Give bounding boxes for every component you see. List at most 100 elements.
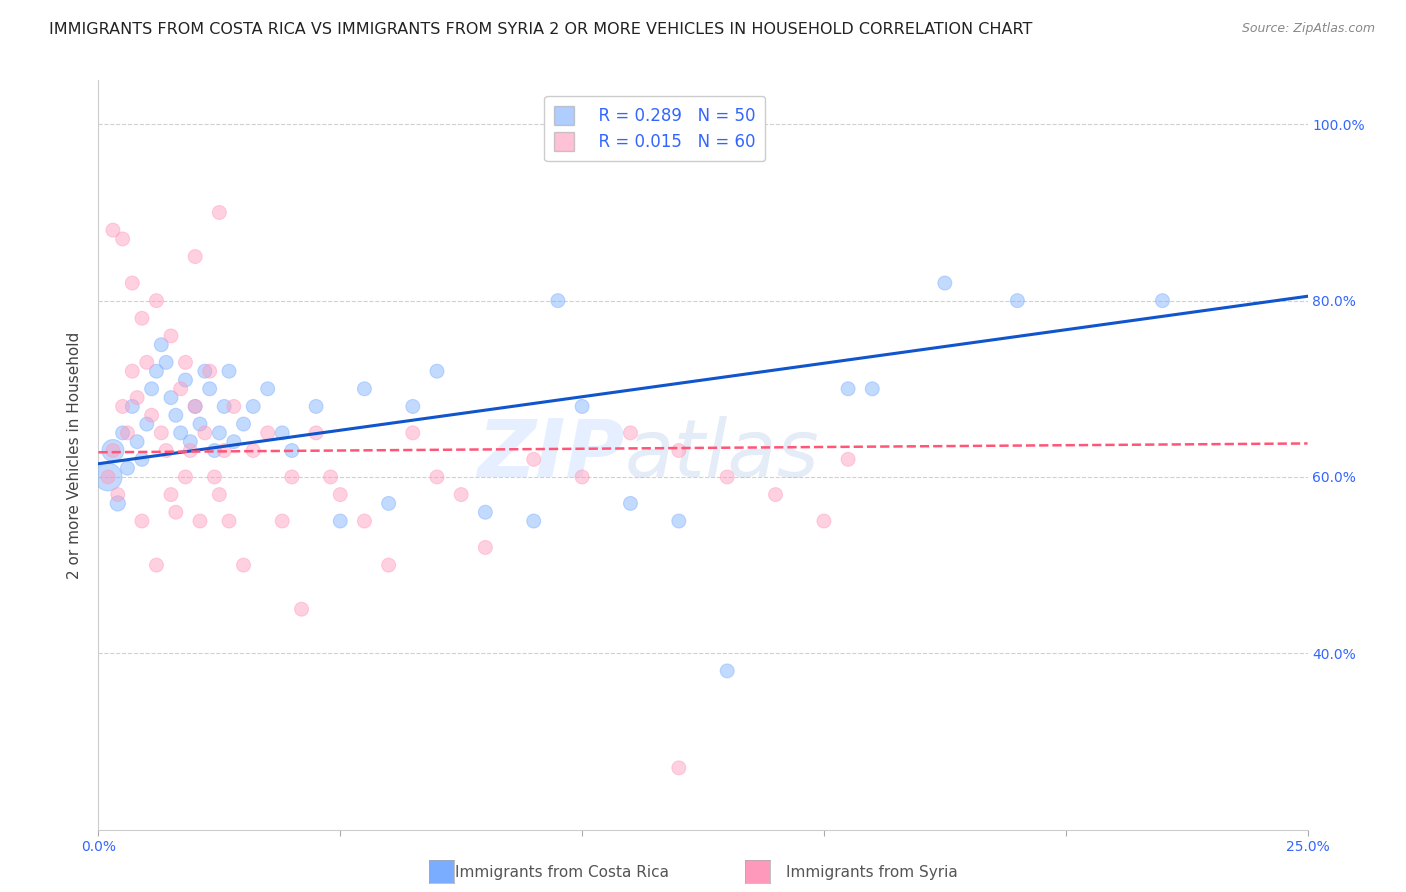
Point xyxy=(111,425,134,440)
Point xyxy=(141,382,163,396)
Point xyxy=(131,514,153,528)
Point xyxy=(184,400,207,414)
Point xyxy=(212,443,235,458)
Point xyxy=(135,355,157,369)
Point xyxy=(145,293,167,308)
Point xyxy=(150,425,173,440)
Point xyxy=(174,355,197,369)
Point xyxy=(121,400,143,414)
Text: IMMIGRANTS FROM COSTA RICA VS IMMIGRANTS FROM SYRIA 2 OR MORE VEHICLES IN HOUSEH: IMMIGRANTS FROM COSTA RICA VS IMMIGRANTS… xyxy=(49,22,1032,37)
Point xyxy=(377,496,399,510)
Point xyxy=(305,425,328,440)
Point xyxy=(208,425,231,440)
Point xyxy=(117,461,139,475)
Point xyxy=(218,364,240,378)
Point xyxy=(571,470,593,484)
Point xyxy=(117,425,139,440)
Point xyxy=(329,514,352,528)
Point xyxy=(198,382,221,396)
Point xyxy=(121,276,143,290)
Text: Immigrants from Syria: Immigrants from Syria xyxy=(786,865,957,880)
Point xyxy=(668,761,690,775)
Point xyxy=(141,409,163,423)
Point xyxy=(474,541,496,555)
Point xyxy=(131,311,153,326)
Point xyxy=(402,400,425,414)
Point xyxy=(716,470,738,484)
Point xyxy=(212,400,235,414)
Text: ZIP: ZIP xyxy=(477,416,624,494)
Y-axis label: 2 or more Vehicles in Household: 2 or more Vehicles in Household xyxy=(67,331,83,579)
Point xyxy=(837,452,859,467)
Point xyxy=(174,470,197,484)
Point xyxy=(402,425,425,440)
Point xyxy=(179,434,201,449)
Point xyxy=(837,382,859,396)
Point xyxy=(668,514,690,528)
Point xyxy=(111,232,134,246)
Point xyxy=(184,400,207,414)
Point xyxy=(934,276,956,290)
Text: atlas: atlas xyxy=(624,416,820,494)
Point xyxy=(194,425,217,440)
Point xyxy=(281,470,304,484)
Point xyxy=(256,425,278,440)
Point xyxy=(619,425,641,440)
Point xyxy=(101,443,124,458)
Point xyxy=(813,514,835,528)
Point xyxy=(290,602,312,616)
Point xyxy=(208,487,231,501)
Point xyxy=(450,487,472,501)
Point xyxy=(242,443,264,458)
Point xyxy=(547,293,569,308)
Point xyxy=(204,470,226,484)
Point xyxy=(353,514,375,528)
Point xyxy=(353,382,375,396)
Point xyxy=(281,443,304,458)
Point xyxy=(160,391,183,405)
Point xyxy=(319,470,342,484)
Point xyxy=(121,364,143,378)
Point xyxy=(135,417,157,431)
Point xyxy=(426,364,449,378)
Point xyxy=(101,443,124,458)
Point xyxy=(377,558,399,573)
Point xyxy=(1152,293,1174,308)
Point xyxy=(716,664,738,678)
Point xyxy=(256,382,278,396)
Point xyxy=(523,452,546,467)
Point xyxy=(111,400,134,414)
Point xyxy=(127,434,149,449)
Point xyxy=(305,400,328,414)
Point xyxy=(160,329,183,343)
Point xyxy=(131,452,153,467)
Point xyxy=(523,514,546,528)
Point xyxy=(474,505,496,519)
Legend:   R = 0.289   N = 50,   R = 0.015   N = 60: R = 0.289 N = 50, R = 0.015 N = 60 xyxy=(544,96,765,161)
Point xyxy=(204,443,226,458)
Point xyxy=(179,443,201,458)
Point xyxy=(184,250,207,264)
Point xyxy=(150,337,173,351)
Point xyxy=(165,409,187,423)
Point xyxy=(619,496,641,510)
Point xyxy=(198,364,221,378)
Point xyxy=(169,382,191,396)
Point xyxy=(174,373,197,387)
Point xyxy=(160,487,183,501)
Point xyxy=(155,355,177,369)
Point xyxy=(194,364,217,378)
Point xyxy=(145,364,167,378)
Point xyxy=(668,443,690,458)
Point xyxy=(218,514,240,528)
Point xyxy=(860,382,883,396)
Point xyxy=(188,417,211,431)
Point xyxy=(169,425,191,440)
Point xyxy=(1007,293,1029,308)
Point xyxy=(271,514,294,528)
Point xyxy=(127,391,149,405)
Point xyxy=(165,505,187,519)
Point xyxy=(426,470,449,484)
Point xyxy=(188,514,211,528)
Point xyxy=(107,487,129,501)
